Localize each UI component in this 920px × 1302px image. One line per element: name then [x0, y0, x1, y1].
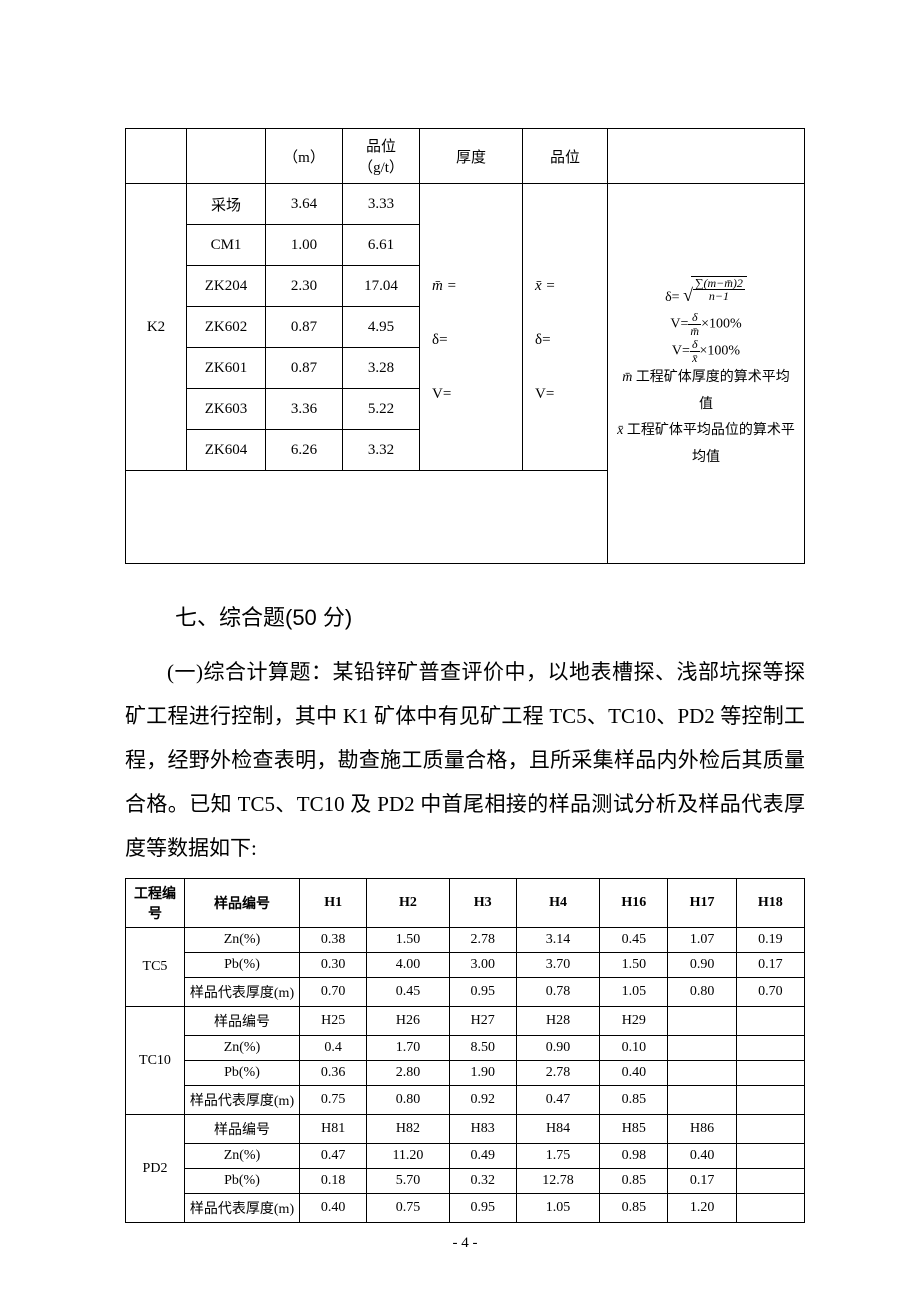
row-m: 3.64 [266, 184, 343, 225]
delta2-label: δ= [535, 332, 551, 348]
question-paragraph: (一)综合计算题：某铅锌矿普查评价中，以地表槽探、浅部坑探等探矿工程进行控制，其… [125, 650, 805, 870]
table-row: TC5 Zn(%) 0.381.502.783.140.451.070.19 [126, 928, 805, 953]
v-label: V= [432, 386, 451, 402]
group-label: TC10 [126, 1007, 185, 1115]
delta-label: δ= [432, 332, 448, 348]
table1-header-row: （m） 品位（g/t） 厚度 品位 [126, 129, 805, 184]
table-row: Pb(%) 0.185.700.3212.780.850.17 [126, 1169, 805, 1194]
mbar-label: m̄ = [432, 278, 457, 294]
group-label: PD2 [126, 1115, 185, 1223]
calculation-table: （m） 品位（g/t） 厚度 品位 K2 采场 3.64 3.33 m̄ = δ… [125, 128, 805, 564]
table-row: Zn(%) 0.41.708.500.900.10 [126, 1036, 805, 1061]
table2-header-row: 工程编号 样品编号 H1 H2 H3 H4 H16 H17 H18 [126, 879, 805, 928]
sample-data-table: 工程编号 样品编号 H1 H2 H3 H4 H16 H17 H18 TC5 Zn… [125, 878, 805, 1223]
thickness-stats: m̄ = δ= V= [420, 184, 523, 471]
note-mbar: m̄ 工程矿体厚度的算术平均值 [616, 365, 796, 418]
grade-stats: x̄ = δ= V= [523, 184, 608, 471]
formula-v-x: V=δx̄×100% [616, 338, 796, 365]
table-row: Pb(%) 0.304.003.003.701.500.900.17 [126, 953, 805, 978]
v2-label: V= [535, 386, 554, 402]
formula-v-m: V=δm̄×100% [616, 311, 796, 338]
col-proj: 工程编号 [126, 879, 185, 928]
formula-definitions: δ= √∑(m−m̄)2n−1 V=δm̄×100% V=δx̄×100% m̄… [608, 184, 805, 564]
section-heading: 七、综合题(50 分) [175, 600, 805, 632]
table-row: Pb(%) 0.362.801.902.780.40 [126, 1061, 805, 1086]
col-grade-header: 品位（g/t） [343, 129, 420, 184]
col-sample: 样品编号 [185, 879, 300, 928]
page-number: - 4 - [125, 1235, 805, 1252]
xbar-label: x̄ = [535, 278, 556, 294]
table-row: 样品代表厚度(m) 0.700.450.950.781.050.800.70 [126, 978, 805, 1007]
table-row: TC10 样品编号 H25H26H27H28H29 [126, 1007, 805, 1036]
table-row: 样品代表厚度(m) 0.400.750.951.050.851.20 [126, 1194, 805, 1223]
formula-delta: δ= √∑(m−m̄)2n−1 [616, 276, 796, 312]
table-row: PD2 样品编号 H81H82H83H84H85H86 [126, 1115, 805, 1144]
row-g: 3.33 [343, 184, 420, 225]
group-label: TC5 [126, 928, 185, 1007]
col-thickness-header: 厚度 [420, 129, 523, 184]
block-label: K2 [126, 184, 187, 471]
table-row: 样品代表厚度(m) 0.750.800.920.470.85 [126, 1086, 805, 1115]
table-row: K2 采场 3.64 3.33 m̄ = δ= V= x̄ = δ= V= δ=… [126, 184, 805, 225]
table-row: Zn(%) 0.4711.200.491.750.980.40 [126, 1144, 805, 1169]
note-xbar: x̄ 工程矿体平均品位的算术平均值 [616, 418, 796, 471]
col-pinwei-header: 品位 [523, 129, 608, 184]
col-m-header: （m） [266, 129, 343, 184]
row-name: 采场 [187, 184, 266, 225]
